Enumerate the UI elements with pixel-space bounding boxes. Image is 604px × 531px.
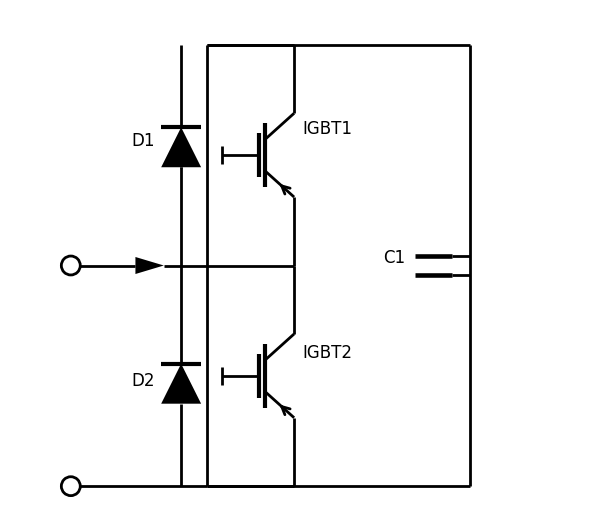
- Text: IGBT2: IGBT2: [302, 344, 352, 362]
- Text: IGBT1: IGBT1: [302, 120, 352, 138]
- Polygon shape: [161, 127, 201, 167]
- Text: C1: C1: [384, 249, 405, 267]
- Polygon shape: [161, 364, 201, 404]
- Text: D1: D1: [132, 132, 155, 150]
- Polygon shape: [135, 257, 164, 274]
- Text: D2: D2: [132, 372, 155, 390]
